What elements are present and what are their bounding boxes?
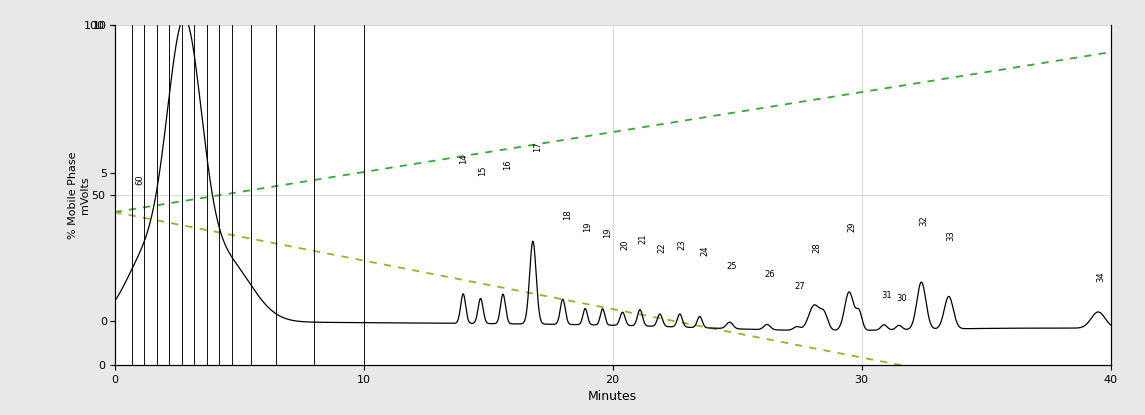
Y-axis label: % Mobile Phase: % Mobile Phase <box>69 151 78 239</box>
Text: 25: 25 <box>727 261 737 271</box>
Text: 32: 32 <box>919 215 929 226</box>
Text: 17: 17 <box>534 142 543 152</box>
Text: 16: 16 <box>504 159 513 170</box>
Text: 22: 22 <box>658 242 666 253</box>
Text: 33: 33 <box>947 230 956 241</box>
X-axis label: Minutes: Minutes <box>589 391 637 403</box>
Text: 19: 19 <box>583 222 592 232</box>
Text: 30: 30 <box>897 294 907 303</box>
Text: 23: 23 <box>678 239 687 250</box>
Text: 14: 14 <box>459 154 467 164</box>
Text: 19: 19 <box>603 227 613 238</box>
Text: 18: 18 <box>563 210 572 220</box>
Text: 27: 27 <box>793 282 805 291</box>
Text: 24: 24 <box>701 245 709 256</box>
Text: 20: 20 <box>621 239 630 250</box>
Text: 26: 26 <box>764 271 775 279</box>
Text: 60: 60 <box>135 174 144 185</box>
Text: 31: 31 <box>882 291 892 300</box>
Text: 29: 29 <box>847 222 856 232</box>
Text: 28: 28 <box>812 242 821 253</box>
Text: 21: 21 <box>638 233 647 244</box>
Text: 34: 34 <box>1096 272 1105 282</box>
Y-axis label: mVolts: mVolts <box>80 176 90 214</box>
Text: 15: 15 <box>479 165 488 176</box>
